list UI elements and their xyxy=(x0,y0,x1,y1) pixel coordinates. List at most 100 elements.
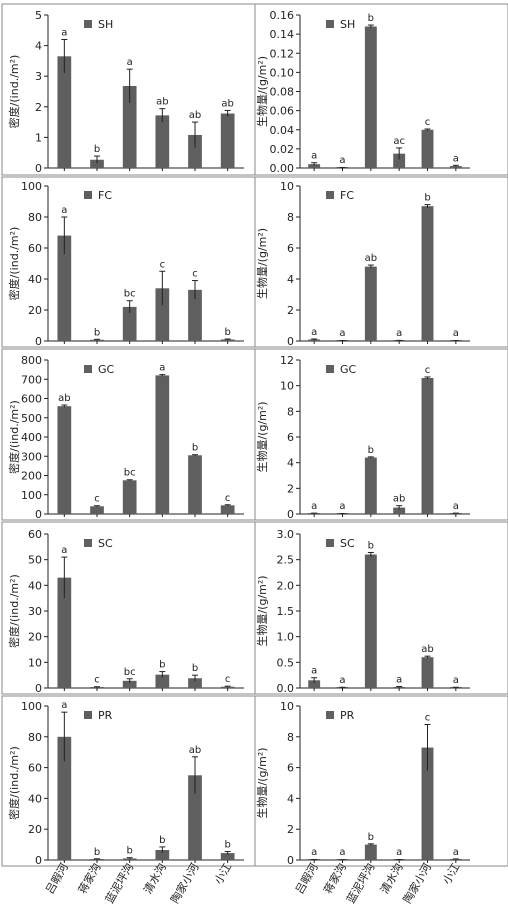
significance-label: a xyxy=(311,327,317,338)
significance-label: c xyxy=(425,712,431,723)
y-tick-label: 40 xyxy=(28,273,42,286)
significance-label: bc xyxy=(124,289,136,300)
legend-swatch xyxy=(84,711,92,719)
panel-fc-density: 0 20 40 60 80 100 密度/(ind./m²) FC a b bc c c b xyxy=(1,176,256,348)
y-tick-label: 0 xyxy=(287,335,294,348)
y-tick-label: 4 xyxy=(287,792,294,805)
bar-2 xyxy=(90,159,104,168)
bar-5 xyxy=(421,377,434,514)
panel-frame xyxy=(254,521,508,695)
y-tick-label: 10 xyxy=(28,656,42,669)
bar-3 xyxy=(122,85,137,168)
bar-4 xyxy=(155,115,170,168)
panel-frame xyxy=(254,348,508,521)
bar-3 xyxy=(364,844,377,860)
category-label: 蓝泥坪沟 xyxy=(103,861,136,906)
y-axis-label: 生物量/(g/m²) xyxy=(255,228,269,299)
bar-5 xyxy=(188,678,202,688)
bar-5 xyxy=(188,134,202,168)
y-tick-label: 5 xyxy=(35,9,42,22)
y-tick-label: 0.0 xyxy=(277,682,295,695)
bar-3 xyxy=(364,554,377,688)
bar-5 xyxy=(421,206,434,341)
bar-3 xyxy=(364,26,377,168)
y-tick-label: 0.00 xyxy=(270,162,295,175)
panel-frame xyxy=(254,3,508,176)
y-tick-label: 0.14 xyxy=(270,28,295,41)
significance-label: a xyxy=(453,153,459,164)
y-tick-label: 6 xyxy=(287,762,294,775)
panel-pr-biomass: 0 2 4 6 8 10 生物量/(g/m²) PR a a b a c a xyxy=(254,695,508,867)
y-tick-label: 50 xyxy=(28,554,42,567)
significance-label: ac xyxy=(393,136,405,147)
significance-label: c xyxy=(160,259,166,270)
y-tick-label: 400 xyxy=(21,431,42,444)
legend-swatch xyxy=(84,539,92,547)
y-tick-label: 1 xyxy=(35,131,42,144)
category-label: 蓝泥坪沟 xyxy=(344,861,377,906)
y-tick-label: 2 xyxy=(287,304,294,317)
y-tick-label: 4 xyxy=(35,40,42,53)
y-tick-label: 0.16 xyxy=(270,9,295,22)
significance-label: c xyxy=(94,494,100,505)
y-tick-label: 30 xyxy=(28,605,42,618)
significance-label: a xyxy=(396,328,402,339)
legend-swatch xyxy=(326,365,334,373)
y-tick-label: 60 xyxy=(28,528,42,541)
significance-label: b xyxy=(368,13,374,24)
significance-label: a xyxy=(396,847,402,858)
y-axis-label: 密度/(ind./m²) xyxy=(7,227,21,301)
significance-label: a xyxy=(311,501,317,512)
y-tick-label: 60 xyxy=(28,242,42,255)
legend-swatch xyxy=(326,711,334,719)
significance-label: a xyxy=(339,155,345,166)
bar-5 xyxy=(188,775,202,860)
y-axis-label: 生物量/(g/m²) xyxy=(255,401,269,472)
y-tick-label: 0 xyxy=(35,335,42,348)
bar-4 xyxy=(393,507,406,514)
significance-label: bc xyxy=(124,468,136,479)
bar-1 xyxy=(308,680,321,688)
y-axis-label: 生物量/(g/m²) xyxy=(255,747,269,818)
y-tick-label: 600 xyxy=(21,393,42,406)
significance-label: a xyxy=(339,328,345,339)
significance-label: b xyxy=(159,660,165,671)
y-tick-label: 6 xyxy=(287,242,294,255)
y-tick-label: 0.04 xyxy=(270,124,295,137)
significance-label: b xyxy=(224,327,230,338)
significance-label: a xyxy=(396,674,402,685)
y-axis-label: 生物量/(g/m²) xyxy=(255,575,269,646)
y-axis-label: 密度/(ind./m²) xyxy=(7,746,21,820)
bar-6 xyxy=(449,166,462,168)
significance-label: ab xyxy=(189,745,201,756)
bar-6 xyxy=(220,339,235,341)
bar-1 xyxy=(57,577,72,688)
significance-label: a xyxy=(453,501,459,512)
significance-label: ab xyxy=(221,98,233,109)
significance-label: b xyxy=(368,832,374,843)
significance-label: ab xyxy=(58,393,70,404)
significance-label: b xyxy=(126,846,132,857)
category-label: 陶家小河 xyxy=(167,861,201,906)
significance-label: b xyxy=(368,445,374,456)
bar-4 xyxy=(155,849,170,860)
y-tick-label: 40 xyxy=(28,579,42,592)
legend-swatch xyxy=(84,365,92,373)
panel-frame xyxy=(254,176,508,348)
y-tick-label: 3.0 xyxy=(277,528,295,541)
significance-label: b xyxy=(159,835,165,846)
y-tick-label: 200 xyxy=(21,470,42,483)
significance-label: a xyxy=(339,847,345,858)
bar-2 xyxy=(90,506,104,514)
significance-label: b xyxy=(224,840,230,851)
y-axis-label: 密度/(ind./m²) xyxy=(7,400,21,474)
significance-label: c xyxy=(225,674,231,685)
legend-label: SC xyxy=(98,537,113,550)
y-tick-label: 0 xyxy=(35,508,42,521)
y-tick-label: 0 xyxy=(35,682,42,695)
y-tick-label: 4 xyxy=(287,457,294,470)
